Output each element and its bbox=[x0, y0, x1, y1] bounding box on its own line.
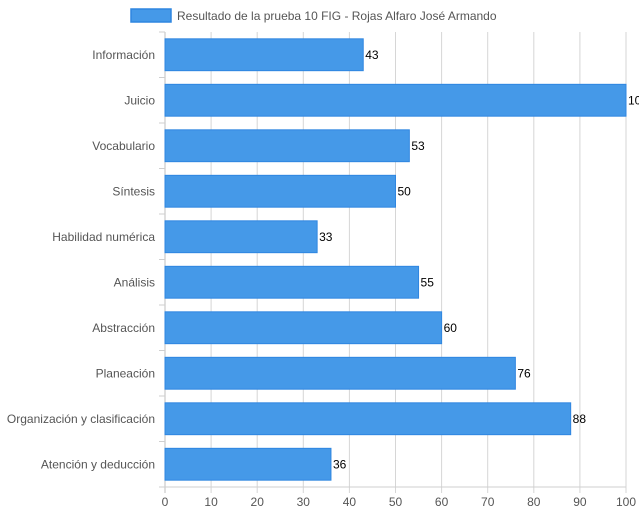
category-label: Vocabulario bbox=[92, 139, 155, 153]
data-labels: 43 100 53 50 33 55 60 76 88 36 bbox=[319, 48, 639, 472]
x-tick-label: 100 bbox=[616, 495, 636, 509]
category-label: Análisis bbox=[114, 275, 155, 289]
category-label: Abstracción bbox=[92, 321, 155, 335]
bars bbox=[164, 38, 627, 481]
data-label: 43 bbox=[365, 48, 379, 62]
data-label: 88 bbox=[573, 412, 587, 426]
bar[interactable] bbox=[164, 129, 410, 163]
category-label: Síntesis bbox=[112, 184, 155, 198]
x-tick-label: 90 bbox=[573, 495, 587, 509]
bar[interactable] bbox=[164, 265, 420, 299]
bar[interactable] bbox=[164, 220, 318, 254]
data-label: 53 bbox=[411, 139, 425, 153]
legend[interactable]: Resultado de la prueba 10 FIG - Rojas Al… bbox=[130, 8, 497, 23]
data-label: 50 bbox=[398, 184, 412, 198]
data-label: 36 bbox=[333, 457, 347, 471]
bar[interactable] bbox=[164, 311, 443, 345]
x-tick-label: 70 bbox=[481, 495, 495, 509]
data-label: 76 bbox=[517, 366, 531, 380]
bar[interactable] bbox=[164, 356, 516, 390]
bar[interactable] bbox=[164, 83, 627, 117]
x-tick-label: 30 bbox=[297, 495, 311, 509]
x-tick-label: 80 bbox=[527, 495, 541, 509]
category-label: Juicio bbox=[124, 93, 155, 107]
data-label: 55 bbox=[421, 275, 435, 289]
category-label: Atención y deducción bbox=[41, 457, 155, 471]
x-tick-label: 50 bbox=[389, 495, 403, 509]
bar[interactable] bbox=[164, 447, 332, 481]
bar[interactable] bbox=[164, 38, 364, 72]
category-label: Planeación bbox=[96, 366, 155, 380]
bar[interactable] bbox=[164, 174, 396, 208]
x-tick-label: 60 bbox=[435, 495, 449, 509]
x-tick-label: 0 bbox=[162, 495, 169, 509]
data-label: 60 bbox=[444, 321, 458, 335]
x-tick-label: 10 bbox=[204, 495, 218, 509]
category-axis: Información Juicio Vocabulario Síntesis Habi… bbox=[7, 48, 155, 472]
data-label: 33 bbox=[319, 230, 333, 244]
data-label: 100 bbox=[628, 93, 639, 107]
legend-series-label: Resultado de la prueba 10 FIG - Rojas Al… bbox=[177, 9, 497, 23]
value-axis: 0 10 20 30 40 50 60 70 80 90 100 bbox=[162, 495, 637, 509]
legend-swatch bbox=[130, 8, 172, 23]
category-label: Organización y clasificación bbox=[7, 412, 155, 426]
x-tick-label: 20 bbox=[251, 495, 265, 509]
category-label: Habilidad numérica bbox=[52, 230, 155, 244]
category-label: Información bbox=[92, 48, 155, 62]
bar[interactable] bbox=[164, 402, 572, 436]
x-tick-label: 40 bbox=[343, 495, 357, 509]
